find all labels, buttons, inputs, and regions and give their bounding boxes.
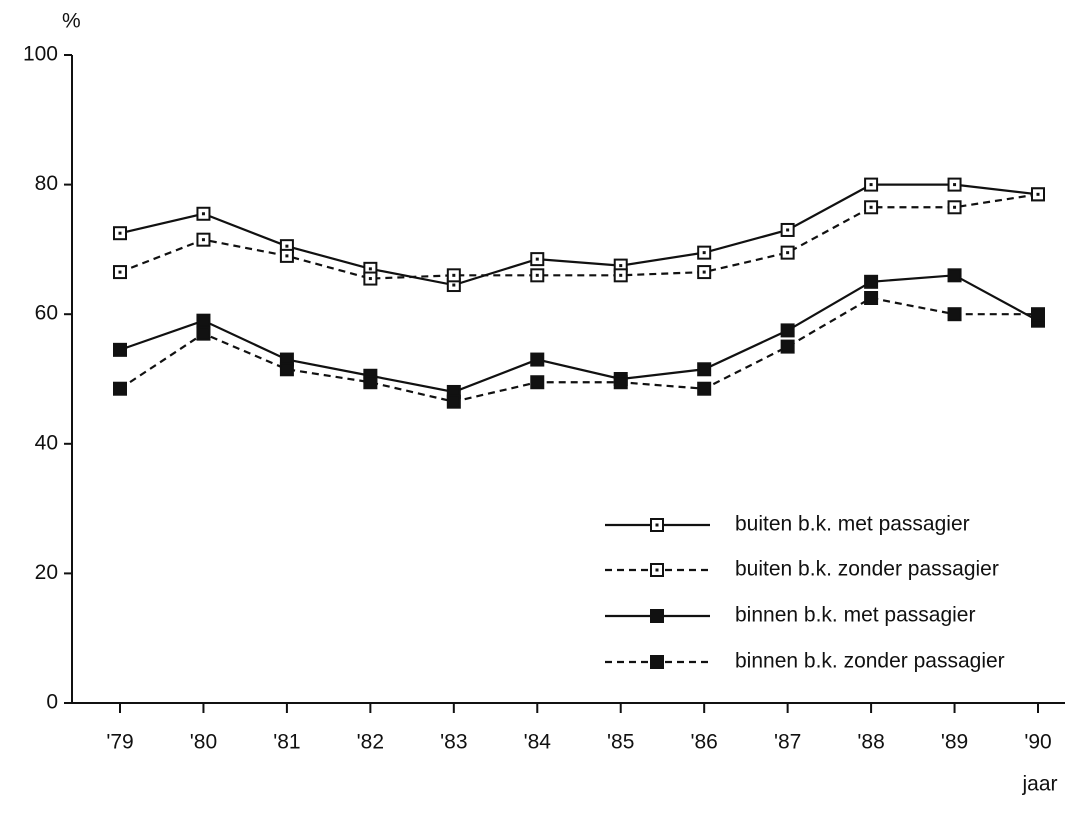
legend-marker — [650, 655, 664, 669]
legend-marker-dot — [655, 568, 659, 572]
point — [697, 381, 712, 396]
point-dot — [201, 238, 205, 242]
point-dot — [869, 205, 873, 209]
legend-label: binnen b.k. met passagier — [735, 604, 975, 627]
x-tick-label: '89 — [941, 731, 968, 754]
x-tick-label: '81 — [273, 731, 300, 754]
y-tick-label: 60 — [35, 302, 58, 325]
y-tick-label: 40 — [35, 431, 58, 454]
point — [279, 362, 294, 377]
point — [1031, 307, 1045, 322]
y-tick-label: 0 — [46, 691, 58, 714]
point-dot — [118, 270, 122, 274]
point-dot — [953, 183, 957, 187]
point — [613, 375, 628, 390]
x-tick-label: '88 — [857, 731, 884, 754]
point — [947, 307, 962, 322]
point-dot — [953, 205, 957, 209]
point-dot — [619, 273, 623, 277]
point-dot — [368, 267, 372, 271]
point — [864, 274, 879, 289]
x-tick-label: '83 — [440, 731, 467, 754]
point — [196, 326, 211, 341]
point-dot — [285, 254, 289, 258]
point-dot — [702, 270, 706, 274]
point-dot — [1036, 192, 1040, 196]
point — [780, 323, 795, 338]
y-tick-label: 80 — [35, 172, 58, 195]
y-tick-label: 100 — [23, 43, 58, 66]
series-line — [119, 274, 1039, 394]
series-line — [119, 296, 1038, 403]
legend-label: binnen b.k. zonder passagier — [735, 650, 1005, 673]
point — [864, 291, 879, 305]
x-tick-label: '79 — [106, 731, 133, 754]
point-dot — [535, 257, 539, 261]
x-tick-label: '84 — [524, 731, 552, 754]
point — [780, 339, 795, 354]
point-dot — [201, 212, 205, 216]
legend-label: buiten b.k. zonder passagier — [735, 558, 999, 581]
point — [113, 342, 127, 357]
point-dot — [786, 251, 790, 255]
y-axis-label: % — [62, 10, 81, 33]
x-tick-label: '87 — [774, 731, 801, 754]
x-tick-label: '82 — [357, 731, 384, 754]
point-dot — [452, 273, 456, 277]
series-line — [119, 193, 1039, 280]
point-dot — [118, 231, 122, 235]
y-tick-label: 20 — [35, 561, 58, 584]
point-dot — [285, 244, 289, 248]
series-line — [119, 183, 1039, 287]
legend-marker — [650, 609, 664, 623]
point — [113, 381, 127, 396]
x-axis-label: jaar — [1021, 773, 1057, 796]
x-tick-label: '86 — [690, 731, 717, 754]
point-dot — [869, 183, 873, 187]
point — [697, 362, 712, 377]
point-dot — [452, 283, 456, 287]
point — [530, 375, 545, 390]
point — [363, 375, 378, 390]
point-dot — [619, 264, 623, 268]
point-dot — [368, 277, 372, 281]
point-dot — [786, 228, 790, 232]
point — [947, 268, 962, 283]
point-dot — [535, 273, 539, 277]
point-dot — [702, 251, 706, 255]
point — [530, 352, 545, 367]
legend-marker-dot — [655, 523, 659, 527]
point — [196, 313, 211, 328]
point — [446, 394, 461, 409]
legend-label: buiten b.k. met passagier — [735, 513, 970, 536]
x-tick-label: '85 — [607, 731, 634, 754]
x-tick-label: '80 — [190, 731, 217, 754]
x-tick-label: '90 — [1024, 731, 1051, 754]
